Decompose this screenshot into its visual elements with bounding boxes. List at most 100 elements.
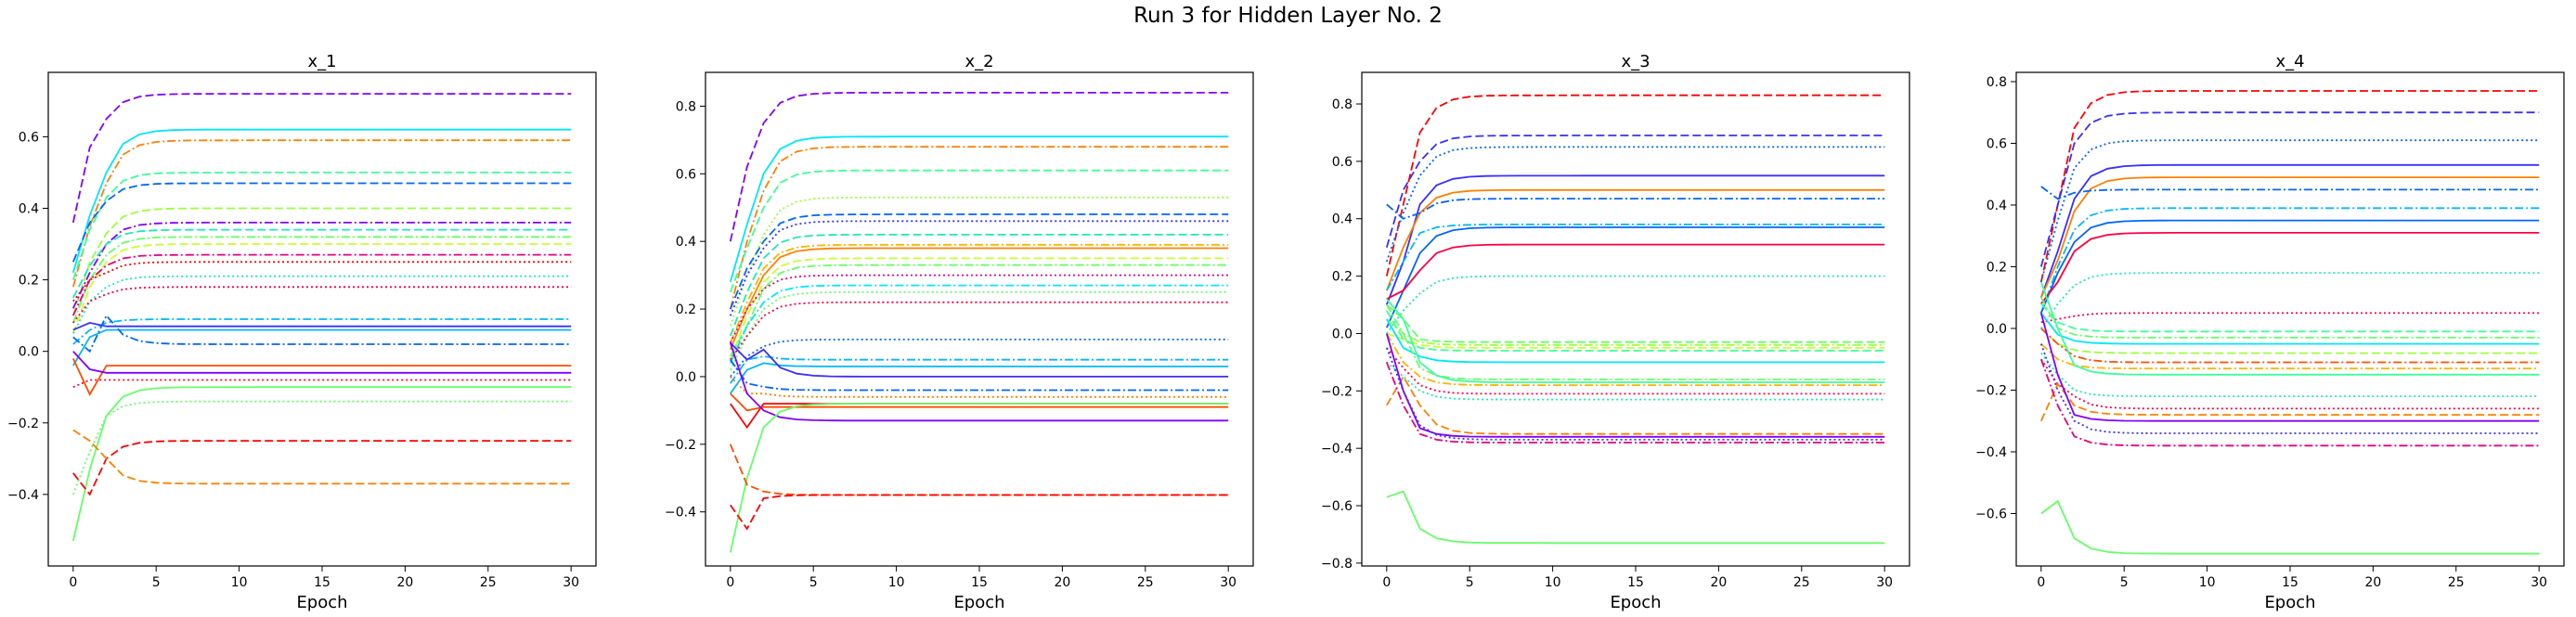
x-tick-label: 30 [1876, 575, 1893, 590]
series-line [1386, 333, 1885, 387]
series-line [730, 341, 1229, 378]
series-line [729, 169, 1229, 293]
y-tick-label: −0.4 [665, 506, 696, 521]
series-line [72, 275, 572, 334]
series-line [72, 261, 572, 302]
series-line [2040, 499, 2540, 555]
x-tick-label: 0 [726, 575, 734, 590]
series-line [2040, 186, 2540, 200]
series-line [71, 128, 572, 274]
x-tick-label: 15 [971, 575, 988, 590]
y-tick-label: 0.2 [19, 274, 39, 289]
subplot-title: x_4 [2275, 52, 2304, 71]
x-tick-label: 25 [1137, 575, 1154, 590]
series-line [729, 243, 1229, 343]
subplot-x4: x_4 Epoch 0 5 10 15 20 25 30 −0.6 −0.4 −0.2 0.0 0.2… [1975, 52, 2565, 612]
subplot-title: x_2 [964, 52, 993, 71]
y-tick-label: 0.2 [1987, 260, 2007, 275]
series-line [71, 207, 572, 316]
x-tick-label: 20 [396, 575, 413, 590]
series-line [2040, 297, 2540, 339]
y-tick-label: 0.6 [19, 130, 39, 145]
y-tick-label: 0.8 [676, 99, 696, 114]
x-tick-label: 0 [69, 575, 77, 590]
series-line [71, 93, 572, 224]
series-line [729, 403, 1229, 553]
x-tick-label: 5 [152, 575, 161, 590]
series-line [1385, 135, 1885, 248]
series-line [1385, 188, 1885, 291]
x-tick-label: 0 [2037, 575, 2045, 590]
series-line [1386, 303, 1885, 343]
x-axis-label: Epoch [2264, 593, 2315, 612]
x-tick-label: 5 [1466, 575, 1474, 590]
subplot-title: x_3 [1621, 52, 1650, 71]
y-tick-label: −0.2 [7, 417, 39, 431]
series-line [2039, 176, 2540, 299]
plot-area-frame [1361, 71, 1910, 567]
series-line [1386, 304, 1885, 380]
series-line [729, 274, 1229, 343]
x-tick-label: 15 [314, 575, 330, 590]
y-tick-label: −0.2 [1321, 384, 1353, 399]
series-line [2040, 312, 2540, 324]
series-line [2039, 281, 2540, 376]
series-line [1386, 375, 1885, 435]
x-tick-label: 10 [231, 575, 248, 590]
series-line [1385, 94, 1885, 276]
series-lines [2039, 90, 2540, 555]
y-tick-label: −0.4 [1321, 442, 1353, 456]
series-line [71, 358, 572, 396]
x-tick-label: 15 [2282, 575, 2298, 590]
series-line [2040, 342, 2540, 370]
series-line [2040, 312, 2540, 345]
series-line [1386, 361, 1885, 401]
series-line [2039, 90, 2540, 283]
series-line [2039, 343, 2540, 434]
figure-title: Run 3 for Hidden Layer No. 2 [1133, 4, 1443, 28]
x-tick-label: 30 [2531, 575, 2547, 590]
series-line [1386, 310, 1885, 352]
series-line [2039, 163, 2540, 299]
x-tick-label: 20 [1710, 575, 1727, 590]
y-tick-label: −0.4 [7, 488, 39, 503]
series-line [71, 386, 572, 542]
x-tick-label: 25 [2448, 575, 2465, 590]
series-line [72, 429, 572, 485]
series-line [730, 494, 1229, 531]
series-line [2040, 272, 2540, 329]
y-tick-label: 0.0 [1332, 327, 1353, 341]
x-tick-label: 30 [563, 575, 579, 590]
series-line [2039, 313, 2540, 422]
x-tick-label: 10 [1545, 575, 1561, 590]
subplot-x2: x_2 Epoch 0 5 10 15 20 25 30−0.4−0.20.00.20.40… [665, 52, 1254, 612]
series-line [71, 253, 572, 316]
x-tick-label: 25 [480, 575, 497, 590]
axis-ticks: 0 5 10 15 20 25 30 −0.4 −0.2 0.0 0.2 0.4 0.6 0.8 [665, 99, 1236, 590]
y-tick-label: −0.2 [665, 438, 696, 453]
series-line [729, 135, 1229, 283]
series-line [729, 146, 1229, 310]
x-tick-label: 0 [1382, 575, 1391, 590]
y-tick-label: −0.6 [1975, 507, 2007, 521]
series-line [71, 236, 572, 324]
x-tick-label: 25 [1793, 575, 1810, 590]
x-axis-label: Epoch [953, 593, 1004, 612]
x-axis-label: Epoch [296, 593, 347, 612]
series-line [730, 338, 1229, 378]
series-line [730, 359, 1229, 392]
axis-ticks: 0 5 10 15 20 25 30 −0.8 −0.6 −0.4 −0.2 0.0 0.2 0.4 0.6… [1321, 97, 1893, 590]
series-line [71, 139, 572, 288]
series-line [1385, 362, 1885, 443]
y-tick-label: 0.6 [676, 167, 696, 182]
series-line [1386, 318, 1885, 364]
series-line [71, 182, 572, 263]
y-tick-label: 0.4 [676, 235, 696, 250]
y-tick-label: −0.4 [1975, 445, 2007, 460]
series-line [1386, 223, 1885, 291]
series-line [2039, 382, 2540, 422]
x-tick-label: 10 [888, 575, 905, 590]
series-line [730, 362, 1229, 394]
x-tick-label: 20 [2364, 575, 2381, 590]
